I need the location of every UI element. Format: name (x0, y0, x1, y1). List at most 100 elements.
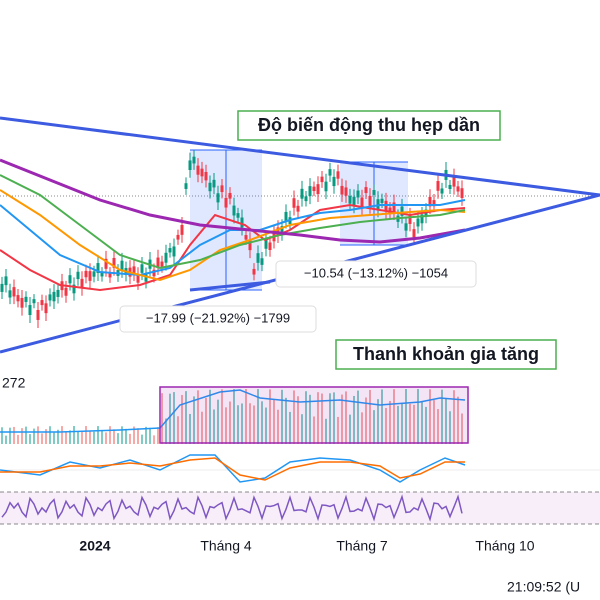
volume-bar (105, 432, 107, 444)
candle (336, 171, 340, 179)
measure-box (275, 260, 477, 288)
volume-bar (13, 426, 15, 444)
candle (140, 264, 144, 273)
volume-bar (9, 427, 11, 444)
rsi-band (0, 492, 600, 524)
candle (440, 188, 444, 194)
time-label: Tháng 7 (336, 538, 388, 554)
volume-bar (421, 401, 423, 444)
volume-bar (141, 434, 143, 444)
label-box (335, 339, 557, 370)
candle (200, 168, 204, 177)
candle (268, 242, 272, 251)
candle (24, 296, 28, 302)
candle (248, 240, 252, 251)
candle (212, 179, 216, 188)
candle (112, 257, 116, 268)
volume-bar (441, 389, 443, 444)
volume-bar (233, 389, 235, 444)
candle (8, 290, 12, 298)
candle (296, 205, 300, 212)
candle (348, 195, 352, 204)
volume-bar (69, 430, 71, 444)
annotation: Độ biến động thu hẹp dần (258, 115, 480, 135)
volume-bar (445, 398, 447, 444)
candle (240, 217, 244, 228)
candle (184, 183, 188, 189)
volume-bar (321, 393, 323, 444)
volume-bar (21, 428, 23, 444)
candle (264, 239, 268, 249)
rsi-line (1, 494, 463, 522)
candle (308, 186, 312, 197)
candle (80, 278, 84, 289)
candle (460, 188, 464, 198)
candle (144, 274, 148, 282)
volume-bar (369, 389, 371, 444)
volume-bar (385, 407, 387, 444)
candle (32, 299, 36, 304)
candle (92, 271, 96, 277)
candle (176, 234, 180, 240)
volume-bar (5, 435, 7, 444)
candle (436, 181, 440, 191)
candle (168, 248, 172, 253)
candle (228, 192, 232, 199)
candle (428, 196, 432, 207)
volume-bar (101, 429, 103, 444)
volume-bar (345, 391, 347, 444)
volume-bar (117, 433, 119, 444)
ma-line (0, 158, 466, 244)
candle (324, 181, 328, 192)
volume-bar (337, 416, 339, 444)
candle (160, 261, 164, 268)
volume-bar (269, 389, 271, 444)
ma-line (0, 174, 466, 270)
volume-bar (225, 407, 227, 444)
volume-bar (317, 392, 319, 444)
candle (392, 202, 396, 213)
volume-bar (153, 435, 155, 444)
volume-bar (29, 434, 31, 444)
volume-bar (17, 434, 19, 444)
candle (88, 271, 92, 281)
volume-box (159, 386, 469, 444)
candle (312, 186, 316, 192)
volume-bar (301, 414, 303, 444)
measure-box (119, 305, 317, 333)
candle (452, 176, 456, 187)
candle (120, 260, 124, 271)
volume-bar (341, 394, 343, 444)
volume-bar (81, 431, 83, 444)
clock: 21:09:52 (U (507, 579, 580, 595)
candle (400, 206, 404, 216)
volume-bar (461, 413, 463, 444)
volume-bar (293, 390, 295, 444)
volume-bar (333, 392, 335, 444)
volume-bar (145, 426, 147, 444)
candle (108, 272, 112, 278)
volume-bar (157, 427, 159, 444)
label-box (237, 110, 501, 141)
candle (224, 197, 228, 208)
volume-bar (277, 409, 279, 444)
candle (180, 224, 184, 235)
volume-bar (77, 431, 79, 444)
candle (40, 300, 44, 306)
candle (404, 223, 408, 231)
candle (332, 176, 336, 187)
ma-line (0, 189, 466, 282)
volume-bar (121, 426, 123, 444)
volume-bar (213, 409, 215, 444)
volume-bar (249, 403, 251, 444)
volume-bar (437, 409, 439, 444)
candle (220, 185, 224, 193)
candle (216, 193, 220, 203)
volume-bar (389, 400, 391, 444)
candle (376, 199, 380, 210)
volume-bar (185, 391, 187, 444)
volume-bar (45, 429, 47, 444)
volume-bar (149, 427, 151, 444)
volume-bar (289, 411, 291, 444)
volume-bar (61, 426, 63, 444)
